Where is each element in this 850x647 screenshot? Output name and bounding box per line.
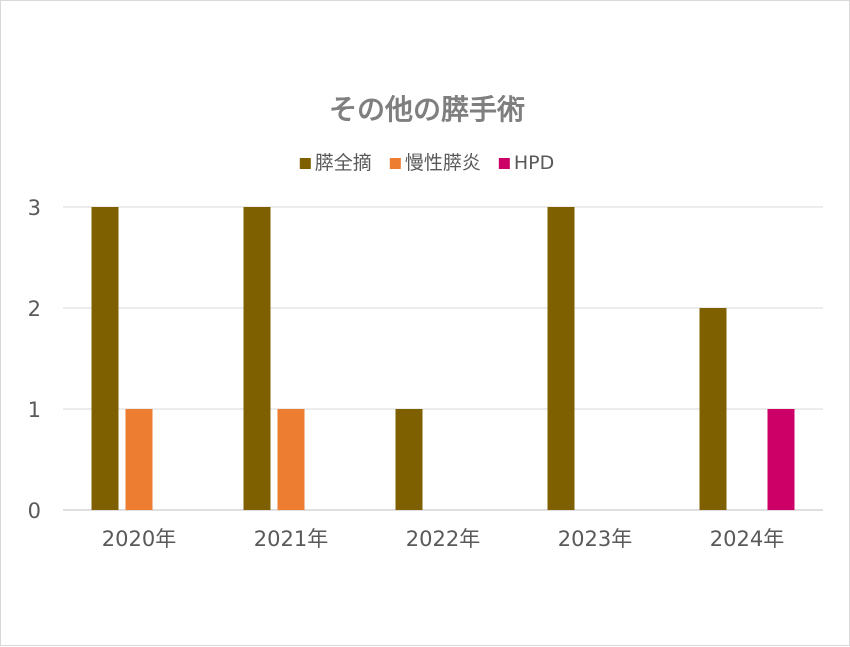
legend: 膵全摘 慢性膵炎 HPD: [299, 152, 554, 174]
chart-title: その他の膵手術: [329, 93, 525, 126]
legend-label: 慢性膵炎: [405, 152, 481, 174]
bar-HPD-2024年: [767, 409, 795, 510]
bar-慢性膵炎-2021年: [277, 409, 305, 510]
x-tick-label: 2021年: [254, 527, 328, 551]
legend-label: HPD: [514, 152, 554, 174]
y-tick-label: 2: [28, 297, 41, 321]
y-tick-label: 0: [28, 499, 41, 523]
x-tick-label: 2024年: [710, 527, 784, 551]
legend-label: 膵全摘: [315, 152, 372, 174]
x-tick-label: 2023年: [558, 527, 632, 551]
gridlines: [63, 206, 823, 511]
bar-膵全摘-2020年: [91, 207, 119, 510]
y-tick-label: 3: [28, 196, 41, 220]
x-axis: 2020年 2021年 2022年 2023年 2024年: [102, 527, 784, 551]
bar-膵全摘-2022年: [395, 409, 423, 510]
legend-item: 慢性膵炎: [389, 152, 481, 174]
legend-item: 膵全摘: [299, 152, 372, 174]
x-tick-label: 2022年: [406, 527, 480, 551]
legend-item: HPD: [498, 152, 554, 174]
bar-膵全摘-2021年: [243, 207, 271, 510]
legend-swatch: [389, 158, 401, 169]
y-tick-label: 1: [28, 398, 41, 422]
legend-swatch: [299, 158, 311, 169]
legend-swatch: [498, 158, 510, 169]
bar-膵全摘-2024年: [699, 308, 727, 510]
bar-慢性膵炎-2020年: [125, 409, 153, 510]
y-axis: 0 1 2 3: [28, 196, 41, 523]
bar-膵全摘-2023年: [547, 207, 575, 510]
bars: [91, 207, 795, 510]
x-tick-label: 2020年: [102, 527, 176, 551]
